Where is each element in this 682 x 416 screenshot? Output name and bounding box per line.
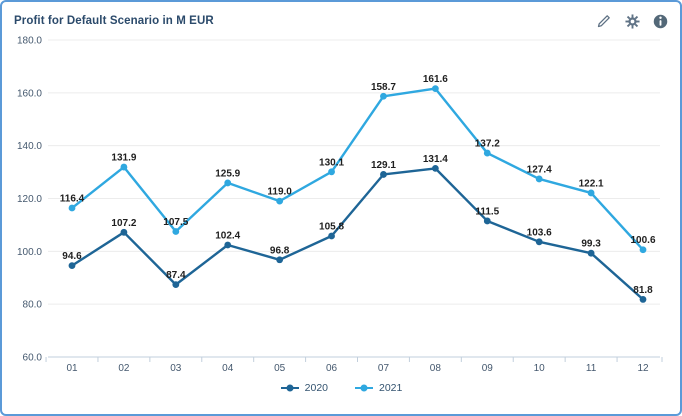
data-label: 161.6 xyxy=(423,74,448,85)
data-point-2020[interactable] xyxy=(380,171,387,178)
data-label: 81.8 xyxy=(633,285,653,296)
x-axis-category-label: 01 xyxy=(66,363,78,374)
x-axis-category-label: 02 xyxy=(118,363,130,374)
data-point-2020[interactable] xyxy=(276,256,284,264)
info-icon[interactable] xyxy=(652,13,668,29)
legend-label: 2021 xyxy=(379,382,403,394)
data-label: 137.2 xyxy=(475,139,500,150)
data-label: 119.0 xyxy=(267,187,292,198)
edit-icon[interactable] xyxy=(596,13,612,29)
data-point-2020[interactable] xyxy=(535,238,543,246)
x-axis-category-label: 09 xyxy=(482,363,494,374)
data-point-2021[interactable] xyxy=(224,179,232,187)
settings-gear-icon[interactable] xyxy=(624,13,640,29)
legend-marker-icon xyxy=(355,384,373,392)
widget-header: Profit for Default Scenario in M EUR xyxy=(2,2,680,32)
data-label: 107.5 xyxy=(163,217,188,228)
y-axis-tick-label: 140.0 xyxy=(17,141,42,152)
x-axis-category-label: 04 xyxy=(222,363,234,374)
data-point-2021[interactable] xyxy=(535,175,543,183)
data-label: 100.6 xyxy=(630,235,655,246)
data-label: 107.2 xyxy=(111,218,136,229)
x-axis-category-label: 07 xyxy=(378,363,390,374)
data-label: 94.6 xyxy=(62,251,82,262)
data-point-2021[interactable] xyxy=(328,168,335,176)
data-point-2021[interactable] xyxy=(276,197,284,205)
x-axis-category-label: 05 xyxy=(274,363,286,374)
data-point-2020[interactable] xyxy=(328,232,335,240)
data-point-2021[interactable] xyxy=(587,189,595,197)
widget-toolbar xyxy=(596,13,668,29)
legend-marker-icon xyxy=(280,384,299,392)
data-label: 127.4 xyxy=(527,164,552,175)
data-point-2021[interactable] xyxy=(172,228,180,235)
data-label: 122.1 xyxy=(579,178,604,189)
data-point-2021[interactable] xyxy=(120,163,128,171)
data-point-2021[interactable] xyxy=(68,204,76,212)
y-axis-tick-label: 180.0 xyxy=(17,36,42,47)
x-axis-category-label: 08 xyxy=(430,363,442,374)
legend-item-2020[interactable]: 2020 xyxy=(280,382,328,394)
data-point-2020[interactable] xyxy=(431,164,439,172)
y-axis-tick-label: 120.0 xyxy=(17,194,42,205)
data-label: 111.5 xyxy=(475,206,499,217)
data-point-2021[interactable] xyxy=(639,246,647,254)
data-label: 158.7 xyxy=(371,82,396,93)
data-label: 96.8 xyxy=(270,245,290,256)
x-axis-category-label: 06 xyxy=(326,363,338,374)
data-point-2020[interactable] xyxy=(120,228,128,236)
data-label: 103.6 xyxy=(527,227,552,238)
series-line-2021 xyxy=(70,87,645,251)
y-axis-tick-label: 160.0 xyxy=(17,88,42,99)
chart-title: Profit for Default Scenario in M EUR xyxy=(14,15,214,27)
data-label: 116.4 xyxy=(60,194,85,205)
data-point-2020[interactable] xyxy=(224,241,232,249)
data-label: 131.4 xyxy=(423,154,448,165)
data-label: 129.1 xyxy=(371,160,396,171)
x-axis-category-label: 10 xyxy=(534,363,546,374)
data-point-2020[interactable] xyxy=(639,296,647,303)
series-line-2020 xyxy=(70,167,645,301)
x-axis-category-label: 03 xyxy=(170,363,182,374)
x-axis-category-label: 12 xyxy=(637,363,649,374)
data-point-2021[interactable] xyxy=(431,85,439,93)
y-axis-tick-label: 80.0 xyxy=(23,300,43,311)
data-label: 102.4 xyxy=(215,230,240,241)
data-point-2020[interactable] xyxy=(587,249,595,257)
data-label: 105.8 xyxy=(319,222,344,233)
data-label: 125.9 xyxy=(215,168,240,179)
data-point-2021[interactable] xyxy=(483,149,491,157)
y-axis-tick-label: 60.0 xyxy=(23,353,43,364)
chart-legend: 2020 2021 xyxy=(2,382,680,394)
x-axis-category-label: 11 xyxy=(586,363,597,374)
data-point-2020[interactable] xyxy=(68,262,76,269)
y-axis-tick-label: 100.0 xyxy=(17,247,42,258)
legend-label: 2020 xyxy=(304,382,328,394)
data-label: 130.1 xyxy=(319,157,344,168)
legend-item-2021[interactable]: 2021 xyxy=(354,382,402,394)
data-label: 87.4 xyxy=(166,270,186,281)
data-label: 99.3 xyxy=(581,239,601,250)
data-point-2020[interactable] xyxy=(172,281,180,289)
data-point-2020[interactable] xyxy=(483,217,491,225)
data-point-2021[interactable] xyxy=(380,92,387,100)
data-label: 131.9 xyxy=(111,153,136,164)
